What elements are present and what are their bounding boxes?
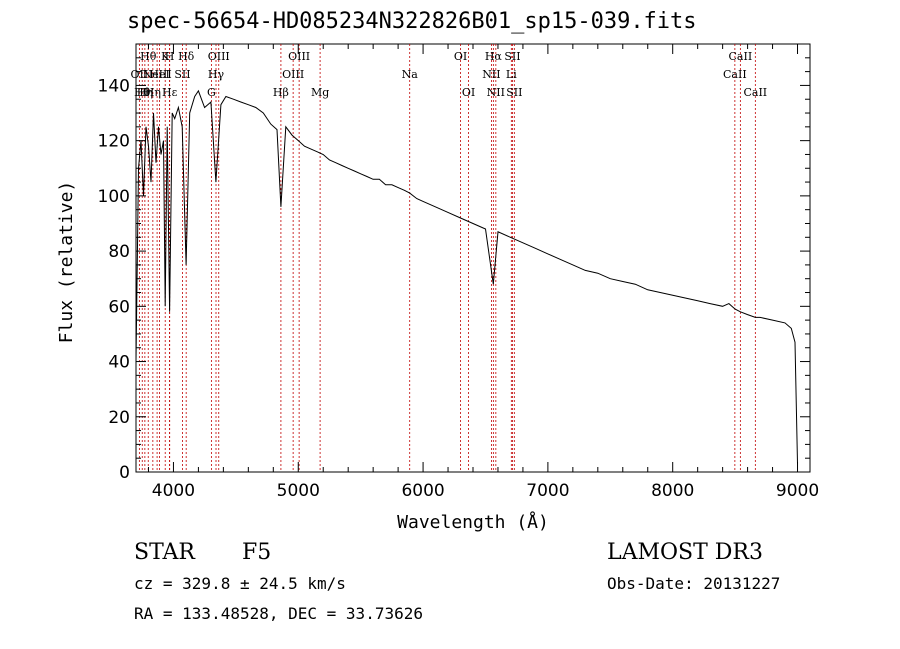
line-markers: [138, 44, 756, 472]
y-tick-label: 100: [98, 187, 130, 207]
line-label: OIII: [282, 68, 304, 81]
x-tick-label: 5000: [277, 481, 320, 501]
coordinates: RA = 133.48528, DEC = 33.73626: [134, 604, 423, 623]
line-label: K: [161, 50, 170, 63]
y-tick-label: 0: [119, 463, 130, 483]
y-tick-label: 20: [108, 408, 130, 428]
line-label: CaII: [743, 86, 767, 99]
object-class: STAR: [134, 540, 195, 565]
y-tick-label: 80: [108, 242, 130, 262]
line-label: Na: [402, 68, 419, 81]
line-label: CaII: [729, 50, 753, 63]
chart-title: spec-56654-HD085234N322826B01_sp15-039.f…: [127, 9, 697, 34]
x-axis-ticks: 4000 5000 6000 7000 8000 9000: [147, 44, 819, 501]
redshift-value: cz = 329.8 ± 24.5 km/s: [134, 574, 346, 593]
line-label: Li: [506, 68, 517, 81]
line-label: NeIII: [143, 68, 172, 81]
line-label: Hη: [145, 86, 161, 99]
y-axis-label: Flux (relative): [56, 181, 77, 344]
y-axis-ticks: 0 20 40 60 80 100 120 140: [98, 57, 810, 483]
line-label: OI: [454, 50, 467, 63]
line-label: OI: [462, 86, 475, 99]
x-tick-label: 9000: [776, 481, 819, 501]
spectrum-line: [135, 89, 798, 464]
line-label: OIII: [208, 50, 230, 63]
x-tick-label: 8000: [651, 481, 694, 501]
line-label: NII: [487, 86, 505, 99]
line-label: Hθ: [134, 86, 151, 99]
line-label: Hθ: [140, 50, 157, 63]
line-label: Hε: [162, 86, 178, 99]
line-label: Hδ: [178, 50, 195, 63]
line-label: SII: [506, 86, 522, 99]
line-label: OII: [131, 68, 149, 81]
survey-label: LAMOST DR3: [607, 540, 763, 565]
y-tick-label: 40: [108, 353, 130, 373]
line-label: CaII: [723, 68, 747, 81]
line-label: H: [165, 50, 175, 63]
line-label: Hα: [485, 50, 503, 63]
obs-date: Obs-Date: 20131227: [607, 574, 781, 593]
line-label: NII: [482, 68, 500, 81]
x-tick-label: 4000: [152, 481, 195, 501]
object-subclass: F5: [242, 540, 272, 565]
y-tick-label: 60: [108, 297, 130, 317]
x-tick-label: 6000: [401, 481, 444, 501]
line-label: OIII: [288, 50, 310, 63]
plot-frame: [135, 43, 811, 473]
line-label: Hη: [137, 86, 153, 99]
y-tick-label: 120: [98, 132, 130, 152]
line-label: G: [207, 86, 216, 99]
y-tick-label: 140: [98, 76, 130, 96]
line-label: Mg: [311, 86, 329, 99]
x-axis-label: Wavelength (Å): [397, 511, 549, 533]
line-label: HeI: [149, 68, 169, 81]
line-labels: OIIHθHηHθHηNeIIIHeIKHHεSIIHδGHγOIIIHβOII…: [131, 50, 768, 99]
x-tick-label: 7000: [526, 481, 569, 501]
line-label: SII: [174, 68, 190, 81]
line-label: SII: [504, 50, 520, 63]
line-label: Hβ: [273, 86, 289, 99]
line-label: Hγ: [208, 68, 225, 81]
